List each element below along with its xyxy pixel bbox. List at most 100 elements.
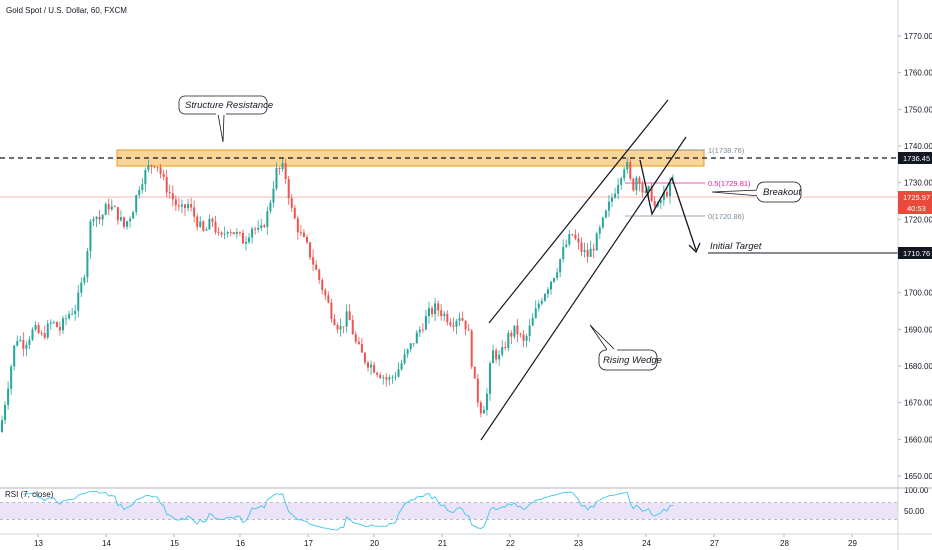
candle-body [540, 300, 543, 304]
candle-body [507, 332, 510, 349]
candle-body [562, 246, 565, 260]
candle-body [86, 251, 89, 278]
candle-body [635, 177, 638, 191]
fib-1-label: 1(1738.76) [708, 146, 745, 155]
candle-body [354, 334, 357, 342]
candle-body [58, 327, 61, 331]
rising-wedge-label: Rising Wedge [603, 355, 662, 366]
rsi-tick-label: 50.00 [904, 507, 925, 516]
candle-body [489, 363, 491, 394]
drawings [480, 99, 898, 441]
candle-body [546, 289, 549, 295]
candle-body [528, 325, 531, 337]
x-tick-label: 24 [642, 539, 651, 548]
candle-body [113, 206, 116, 208]
candle-body [479, 402, 482, 414]
candle-body [31, 329, 34, 340]
candle-body [611, 197, 613, 202]
candle-body [345, 311, 348, 327]
candle-body [318, 269, 321, 280]
candle-body [574, 234, 577, 239]
candle-body [16, 340, 19, 346]
candle-body [629, 162, 632, 179]
candle-body [543, 294, 546, 301]
candle-body [617, 184, 620, 194]
structure-resistance-callout: Structure Resistance [178, 95, 273, 143]
candle-body [101, 214, 104, 220]
candle-body [257, 227, 260, 230]
candle-body [385, 377, 388, 380]
candle-body [638, 177, 641, 184]
x-tick-label: 21 [438, 539, 447, 548]
candle-body [604, 210, 607, 218]
candle-body [565, 244, 568, 247]
candle-body [129, 218, 132, 222]
candle-body [324, 290, 327, 296]
candle-body [205, 229, 208, 231]
candle-body [482, 410, 485, 414]
candle-body [241, 232, 244, 244]
candle-body [19, 339, 22, 341]
candle-body [138, 190, 141, 196]
candle-body [34, 325, 37, 330]
candle-body [110, 206, 113, 210]
candle-body [119, 217, 122, 221]
candle-body [46, 323, 49, 338]
candle-body [202, 221, 205, 231]
candle-body [187, 204, 190, 209]
candle-body [504, 347, 507, 349]
y-tick-label: 1770.00 [904, 32, 932, 41]
candle-body [626, 162, 629, 170]
candle-body [348, 311, 351, 321]
fib-0-label: 0(1720.86) [708, 212, 745, 221]
candle-body [272, 188, 275, 203]
candle-body [400, 363, 403, 370]
candle-body [177, 205, 180, 207]
candle-body [342, 326, 345, 328]
candle-body [7, 388, 10, 405]
candle-body [251, 228, 254, 238]
candle-body [55, 321, 58, 328]
y-tick-label: 1750.00 [904, 105, 932, 114]
candle-body [296, 218, 299, 233]
candle-body [49, 322, 52, 324]
candle-body [171, 193, 174, 200]
price-tag-last-price: 1725.97 [898, 191, 932, 203]
x-tick-label: 13 [34, 539, 43, 548]
candle-body [141, 184, 144, 191]
projection-arrowhead [688, 242, 701, 254]
candle-body [668, 182, 671, 197]
candle-body [659, 200, 662, 203]
candle-body [62, 318, 64, 331]
candle-body [571, 234, 574, 235]
candle-body [644, 191, 647, 193]
candle-body [302, 232, 305, 237]
candle-body [162, 174, 165, 177]
x-tick-label: 17 [304, 539, 313, 548]
candle-body [336, 324, 339, 330]
candle-body [159, 167, 162, 175]
candle-body [665, 191, 668, 197]
candle-body [614, 193, 617, 198]
candle-body [199, 221, 202, 227]
x-tick-label: 14 [102, 539, 111, 548]
candle-body [52, 321, 55, 323]
candle-body [495, 350, 498, 360]
candle-body [71, 313, 74, 315]
candle-body [293, 207, 296, 219]
candle-body [208, 218, 211, 230]
candle-body [415, 332, 418, 344]
candle-body [330, 302, 333, 319]
candle-body [662, 191, 665, 201]
candles [1, 157, 674, 433]
candle-body [180, 204, 183, 207]
candle-body [40, 332, 43, 334]
candle-body [104, 204, 107, 215]
candle-body [28, 339, 31, 345]
candle-body [281, 163, 284, 170]
candle-body [367, 362, 369, 368]
candle-body [592, 248, 595, 251]
candle-body [568, 234, 571, 245]
